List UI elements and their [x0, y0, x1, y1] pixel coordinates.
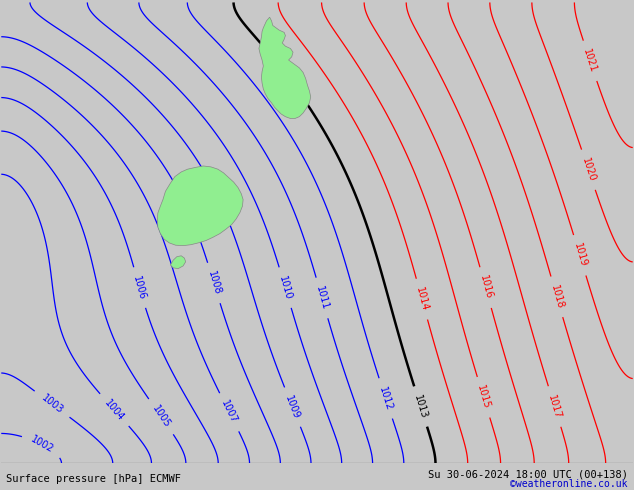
- Polygon shape: [171, 256, 186, 269]
- Text: 1007: 1007: [219, 399, 239, 425]
- Text: 1017: 1017: [547, 393, 563, 420]
- Text: 1006: 1006: [131, 274, 148, 301]
- Text: 1002: 1002: [29, 435, 56, 455]
- Text: 1015: 1015: [476, 384, 492, 411]
- Text: 1003: 1003: [39, 392, 65, 416]
- Text: 1012: 1012: [377, 385, 394, 412]
- Text: ©weatheronline.co.uk: ©weatheronline.co.uk: [510, 479, 628, 489]
- Text: 1020: 1020: [580, 156, 597, 183]
- Text: 1016: 1016: [477, 274, 494, 301]
- Polygon shape: [259, 17, 311, 119]
- Text: 1005: 1005: [150, 404, 172, 430]
- Polygon shape: [157, 166, 243, 245]
- Text: 1009: 1009: [283, 394, 302, 420]
- Text: 1014: 1014: [414, 286, 430, 312]
- Text: Surface pressure [hPa] ECMWF: Surface pressure [hPa] ECMWF: [6, 474, 181, 484]
- Text: 1021: 1021: [581, 48, 598, 74]
- Text: 1004: 1004: [103, 397, 126, 422]
- Text: 1018: 1018: [549, 284, 565, 310]
- Text: 1013: 1013: [412, 393, 429, 419]
- Text: 1008: 1008: [205, 270, 222, 296]
- Text: Su 30-06-2024 18:00 UTC (00+138): Su 30-06-2024 18:00 UTC (00+138): [428, 469, 628, 479]
- Text: 1010: 1010: [277, 274, 294, 301]
- Text: 1019: 1019: [572, 242, 588, 269]
- Text: 1011: 1011: [314, 285, 330, 311]
